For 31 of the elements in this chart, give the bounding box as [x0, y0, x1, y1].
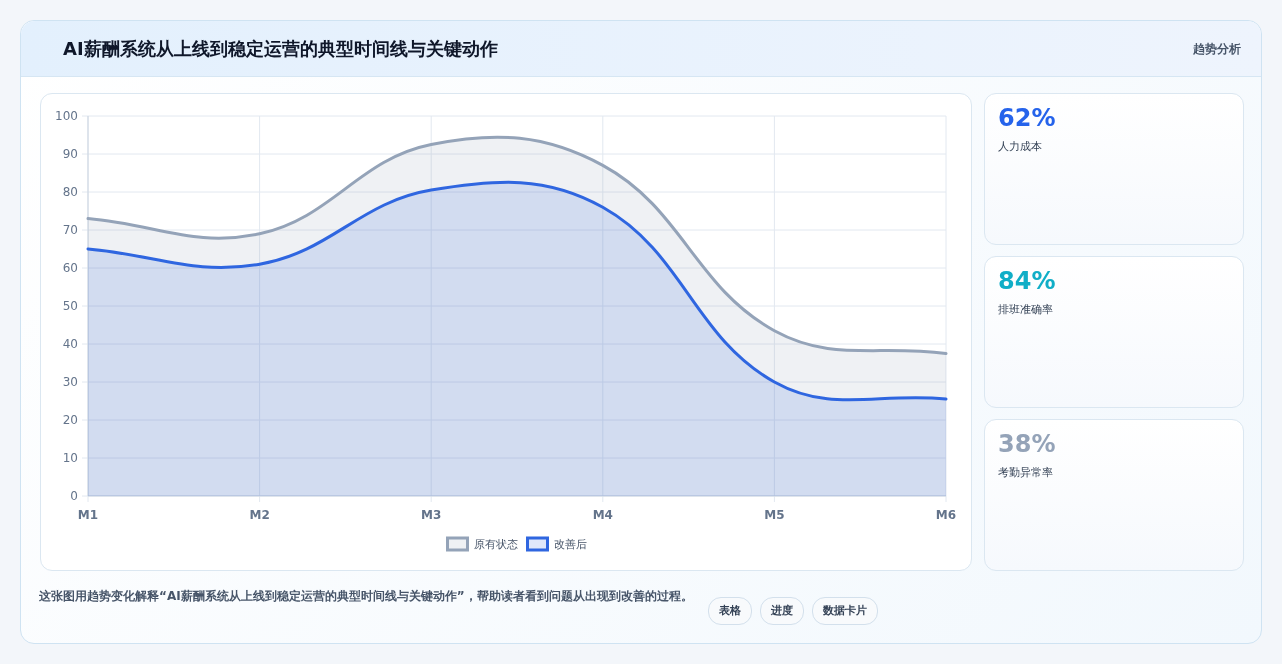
- y-tick-label: 20: [62, 413, 78, 427]
- legend-label: 改善后: [553, 538, 587, 551]
- y-tick-label: 90: [62, 147, 78, 161]
- y-tick-label: 100: [55, 109, 78, 123]
- y-tick-label: 50: [62, 299, 78, 313]
- text: 38%: [998, 430, 1056, 458]
- y-tick-label: 0: [70, 489, 78, 503]
- x-tick-label: M4: [592, 508, 613, 522]
- chart-title: AI薪酬系统从上线到稳定运营的典型时间线与关键动作: [63, 37, 498, 61]
- y-tick-label: 60: [62, 261, 78, 275]
- category-label: 人力成本: [998, 139, 1042, 154]
- x-tick-label: M6: [935, 508, 957, 522]
- text: 这张图用趋势变化解释“AI薪酬系统从上线到稳定运营的典型时间线与关键动作”，帮助读者看到问题从出现到改善的过程。: [39, 588, 694, 605]
- text: 数据卡片: [812, 597, 878, 625]
- text: 趋势分析: [1193, 41, 1241, 58]
- x-tick-label: M3: [421, 508, 442, 522]
- x-tick-label: M5: [764, 508, 785, 522]
- y-tick-label: 30: [62, 375, 78, 389]
- text: 进度: [760, 597, 804, 625]
- text: 62%: [998, 104, 1056, 132]
- text: 表格: [708, 597, 752, 625]
- legend-label: 原有状态: [473, 538, 518, 551]
- y-tick-label: 10: [62, 451, 78, 465]
- x-tick-label: M2: [249, 508, 270, 522]
- y-tick-label: 40: [62, 337, 78, 351]
- y-tick-label: 80: [62, 185, 78, 199]
- category-label: 排班准确率: [998, 302, 1053, 317]
- category-label: 考勤异常率: [998, 465, 1053, 480]
- x-tick-label: M1: [77, 508, 99, 522]
- y-tick-label: 70: [62, 223, 78, 237]
- text: 84%: [998, 267, 1056, 295]
